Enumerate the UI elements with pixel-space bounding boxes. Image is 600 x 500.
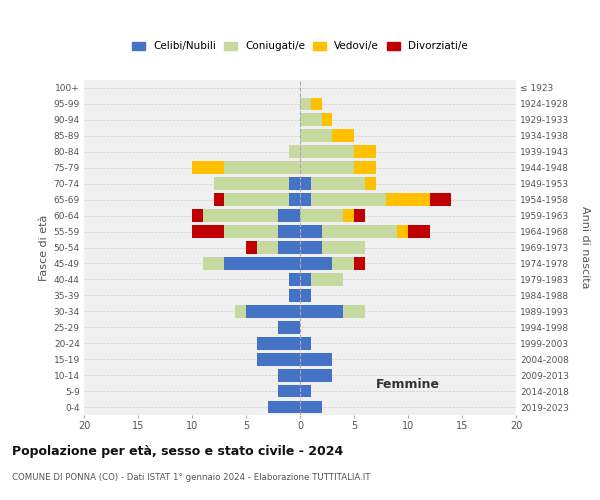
Bar: [192, 162, 224, 174]
Bar: [354, 162, 376, 174]
Bar: [278, 241, 300, 254]
Bar: [311, 194, 386, 206]
Bar: [300, 194, 311, 206]
Bar: [300, 368, 332, 382]
Bar: [300, 178, 311, 190]
Text: Popolazione per età, sesso e stato civile - 2024: Popolazione per età, sesso e stato civil…: [12, 445, 343, 458]
Bar: [289, 178, 300, 190]
Bar: [300, 305, 343, 318]
Bar: [257, 241, 278, 254]
Bar: [289, 194, 300, 206]
Bar: [300, 257, 332, 270]
Bar: [300, 384, 311, 398]
Bar: [278, 225, 300, 238]
Bar: [300, 162, 354, 174]
Bar: [257, 353, 300, 366]
Bar: [235, 305, 246, 318]
Bar: [354, 209, 365, 222]
Bar: [354, 146, 376, 158]
Bar: [343, 305, 365, 318]
Bar: [224, 257, 300, 270]
Bar: [311, 273, 343, 286]
Bar: [300, 241, 322, 254]
Bar: [214, 178, 289, 190]
Bar: [246, 241, 257, 254]
Bar: [224, 225, 278, 238]
Text: COMUNE DI PONNA (CO) - Dati ISTAT 1° gennaio 2024 - Elaborazione TUTTITALIA.IT: COMUNE DI PONNA (CO) - Dati ISTAT 1° gen…: [12, 472, 371, 482]
Bar: [322, 225, 397, 238]
Bar: [192, 209, 203, 222]
Bar: [430, 194, 451, 206]
Bar: [343, 209, 354, 222]
Bar: [300, 209, 343, 222]
Bar: [224, 162, 300, 174]
Legend: Celibi/Nubili, Coniugati/e, Vedovi/e, Divorziati/e: Celibi/Nubili, Coniugati/e, Vedovi/e, Di…: [129, 38, 471, 54]
Bar: [300, 146, 354, 158]
Bar: [300, 273, 311, 286]
Bar: [300, 98, 311, 110]
Bar: [278, 368, 300, 382]
Bar: [300, 130, 332, 142]
Bar: [246, 305, 300, 318]
Bar: [408, 225, 430, 238]
Bar: [322, 241, 365, 254]
Bar: [300, 114, 322, 126]
Bar: [332, 130, 354, 142]
Bar: [332, 257, 354, 270]
Bar: [289, 273, 300, 286]
Bar: [300, 337, 311, 349]
Bar: [300, 353, 332, 366]
Bar: [203, 209, 278, 222]
Bar: [268, 400, 300, 413]
Bar: [311, 178, 365, 190]
Bar: [365, 178, 376, 190]
Bar: [289, 289, 300, 302]
Bar: [300, 225, 322, 238]
Bar: [257, 337, 300, 349]
Bar: [311, 98, 322, 110]
Bar: [214, 194, 224, 206]
Bar: [278, 209, 300, 222]
Bar: [300, 289, 311, 302]
Bar: [354, 257, 365, 270]
Bar: [300, 400, 322, 413]
Bar: [289, 146, 300, 158]
Bar: [192, 225, 224, 238]
Y-axis label: Anni di nascita: Anni di nascita: [580, 206, 590, 289]
Bar: [386, 194, 430, 206]
Bar: [224, 194, 289, 206]
Bar: [397, 225, 408, 238]
Bar: [278, 321, 300, 334]
Bar: [322, 114, 332, 126]
Y-axis label: Fasce di età: Fasce di età: [40, 214, 49, 280]
Bar: [203, 257, 224, 270]
Bar: [278, 384, 300, 398]
Text: Femmine: Femmine: [376, 378, 440, 391]
